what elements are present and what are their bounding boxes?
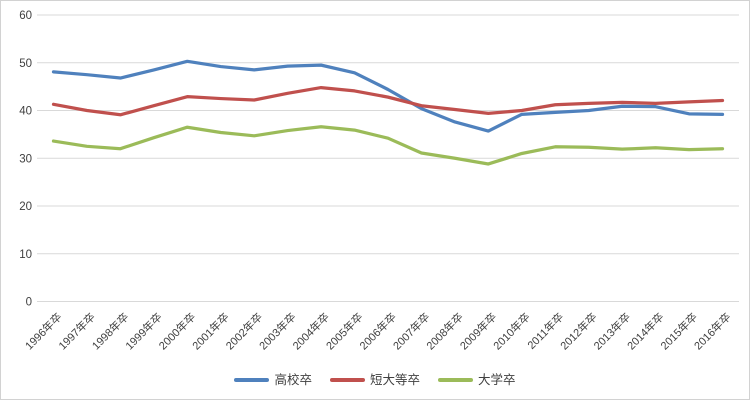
series-line-university-grad (51, 125, 725, 166)
x-axis-tick-label: 2016年卒 (691, 310, 734, 353)
y-axis-tick-label: 20 (19, 201, 32, 213)
legend-label-junior-college-grad: 短大等卒 (369, 372, 420, 387)
y-axis-tick-label: 50 (19, 58, 32, 70)
y-axis-tick-label: 10 (19, 249, 32, 261)
chart-legend: 高校卒 短大等卒 大学卒 (1, 367, 749, 393)
legend-line-swatch-university-grad (438, 378, 473, 382)
y-axis-tick-label: 40 (19, 106, 32, 118)
legend-item-university-grad: 大学卒 (438, 374, 516, 387)
y-axis-tick-label: 60 (19, 10, 32, 22)
x-axis-tick-label: 2010年卒 (490, 310, 533, 353)
y-axis-tick-label: 0 (26, 297, 32, 309)
legend-item-junior-college-grad: 短大等卒 (329, 372, 420, 387)
line-chart-plot-area: 01020304050601996年卒1997年卒1998年卒1999年卒200… (19, 10, 739, 353)
legend-label-high-school-grad: 高校卒 (274, 372, 312, 387)
legend-item-high-school-grad: 高校卒 (234, 374, 312, 387)
legend-label-university-grad: 大学卒 (478, 372, 516, 387)
legend-line-swatch-high-school-grad (234, 378, 270, 382)
legend-line-swatch-junior-college-grad (329, 378, 365, 382)
series-line-junior-college-grad (51, 85, 725, 117)
y-axis-tick-label: 30 (19, 153, 32, 165)
series-line-high-school-grad (51, 59, 725, 133)
